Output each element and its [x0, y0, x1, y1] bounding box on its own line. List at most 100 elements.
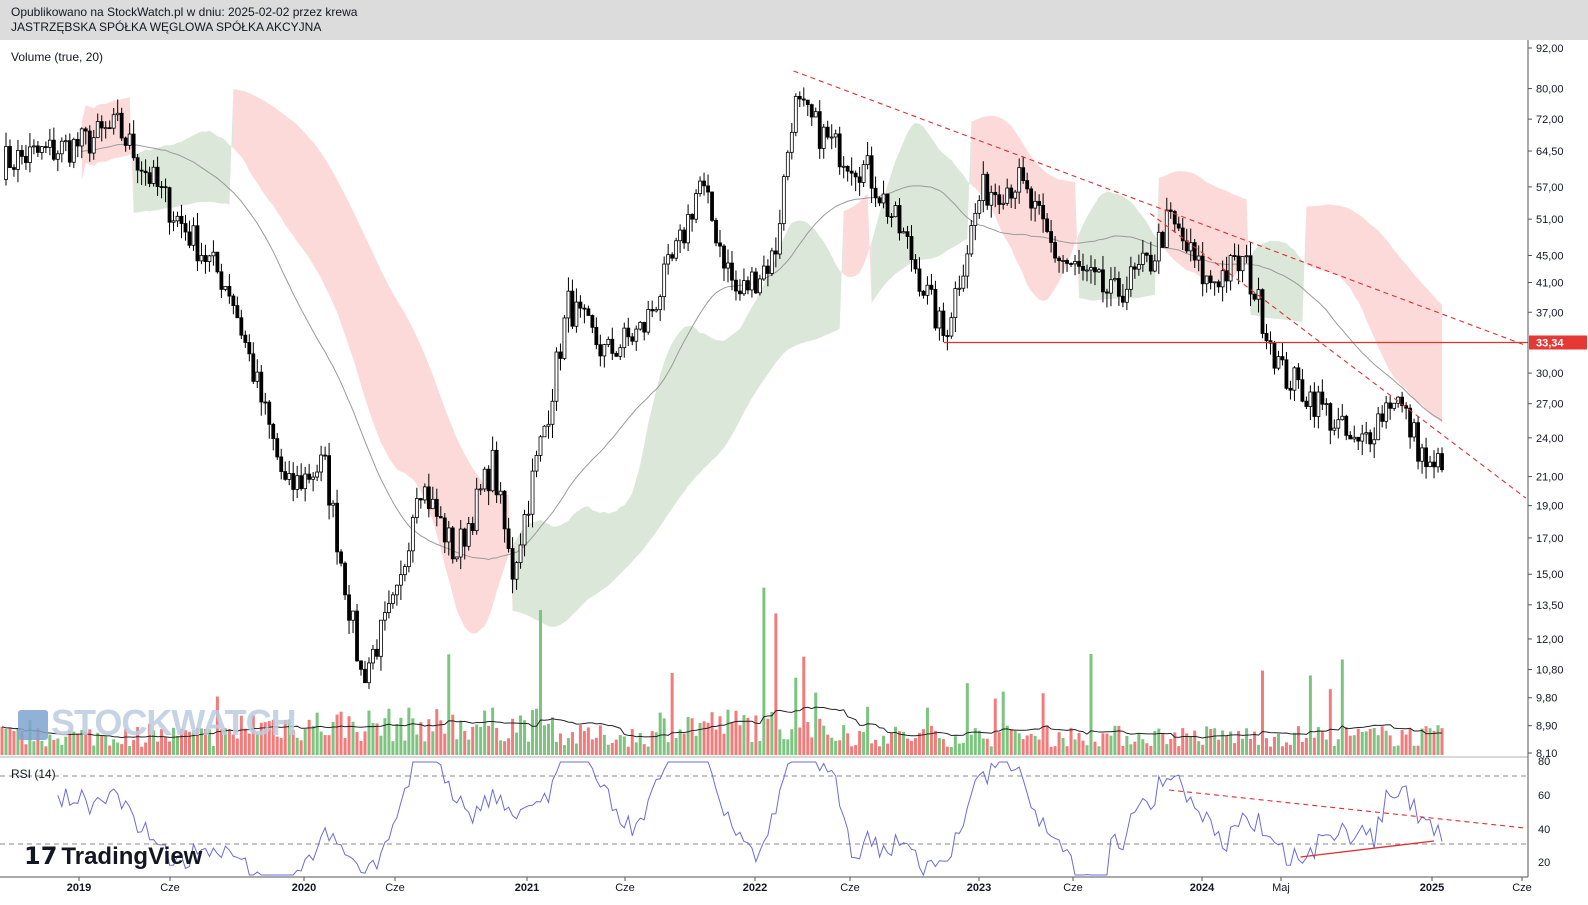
candle-body — [1412, 422, 1416, 438]
candle-body — [550, 400, 555, 425]
candle-body — [929, 284, 934, 290]
volume-bar — [957, 743, 961, 755]
candle-body — [1336, 419, 1341, 429]
candle-body — [837, 133, 842, 168]
volume-bar — [527, 741, 531, 755]
time-tick-label: Maj — [1272, 882, 1290, 894]
candle-body — [458, 528, 463, 558]
candle-body — [1356, 436, 1361, 442]
candle-body — [642, 321, 647, 333]
volume-bar — [100, 735, 104, 755]
candle-body — [1368, 432, 1373, 445]
volume-bar — [1257, 744, 1261, 755]
volume-bars — [0, 587, 1444, 755]
candle-body — [618, 347, 623, 357]
volume-bar — [499, 740, 503, 755]
volume-bar — [1245, 728, 1249, 755]
candle-body — [51, 139, 56, 160]
candle-body — [1144, 252, 1149, 256]
candle-body — [845, 165, 850, 172]
volume-bar — [36, 727, 40, 755]
candle-body — [402, 566, 407, 576]
candle-body — [1300, 379, 1305, 402]
candle-body — [239, 317, 244, 336]
candle-body — [746, 280, 750, 291]
price-tick-label: 64,50 — [1536, 146, 1564, 158]
volume-bar — [1368, 729, 1372, 755]
candle-body — [809, 104, 814, 118]
candle-body — [367, 662, 371, 684]
volume-bar — [443, 733, 447, 755]
candle-body — [889, 216, 894, 218]
volume-bar — [1133, 741, 1137, 755]
candle-body — [905, 231, 910, 237]
volume-bar — [132, 739, 136, 755]
candle-body — [183, 223, 188, 233]
volume-bar — [1173, 732, 1177, 755]
volume-bar — [822, 725, 826, 755]
candle-body — [857, 176, 862, 183]
candle-body — [494, 449, 499, 496]
candle-body — [36, 145, 40, 153]
candle-body — [79, 128, 84, 147]
volume-bar — [148, 723, 152, 755]
candle-body — [131, 133, 136, 159]
candle-body — [1292, 367, 1297, 391]
candle-body — [1037, 200, 1042, 206]
volume-bar — [1161, 733, 1165, 755]
company-name: JASTRZĘBSKA SPÓŁKA WĘGLOWA SPÓŁKA AKCYJN… — [11, 20, 322, 34]
candle-body — [155, 166, 160, 187]
volume-bar — [610, 742, 614, 755]
volume-bar — [830, 737, 834, 755]
candle-body — [538, 436, 543, 456]
candle-body — [363, 668, 367, 684]
volume-bar — [846, 733, 850, 755]
volume-bar — [1229, 731, 1233, 755]
volume-bar — [890, 733, 894, 755]
volume-bar — [211, 746, 215, 755]
candle-body — [969, 225, 974, 255]
candle-body — [1372, 439, 1377, 445]
volume-bar — [259, 722, 263, 755]
candle-body — [865, 155, 870, 166]
candle-body — [1240, 256, 1245, 272]
candle-body — [1156, 231, 1161, 262]
price-tick-label: 72,00 — [1536, 114, 1564, 126]
volume-bar — [574, 743, 578, 755]
volume-bar — [195, 727, 199, 755]
tradingview-logo-text: TradingView — [61, 843, 203, 870]
volume-bar — [68, 730, 72, 755]
stockwatch-watermark: STOCKWATCH — [18, 702, 297, 744]
candle-body — [1109, 279, 1113, 294]
candle-body — [526, 513, 531, 516]
volume-bar — [375, 723, 379, 755]
candle-body — [414, 498, 419, 518]
candle-body — [1392, 402, 1397, 409]
volume-bar — [423, 741, 427, 755]
volume-bar — [355, 731, 359, 755]
candle-body — [1013, 191, 1018, 199]
candle-body — [1204, 275, 1209, 285]
volume-bar — [1113, 725, 1117, 755]
candle-body — [115, 112, 120, 116]
volume-bar — [1396, 745, 1400, 755]
volume-bar — [315, 712, 319, 755]
candle-body — [849, 170, 854, 174]
price-tick-label: 80,00 — [1536, 84, 1564, 96]
candle-body — [438, 516, 443, 519]
candle-body — [933, 288, 938, 329]
volume-bar — [945, 746, 949, 755]
volume-bar — [650, 731, 654, 755]
volume-bar — [160, 729, 164, 755]
candle-body — [1117, 278, 1121, 297]
volume-bar — [682, 733, 686, 755]
time-tick-label: 2024 — [1190, 882, 1215, 894]
volume-bar — [622, 736, 626, 755]
support-price-tag — [1529, 335, 1587, 350]
volume-bar — [447, 654, 451, 755]
candle-body — [785, 151, 790, 177]
candle-body — [1232, 255, 1237, 257]
candle-body — [375, 648, 379, 657]
volume-bar — [798, 727, 802, 755]
